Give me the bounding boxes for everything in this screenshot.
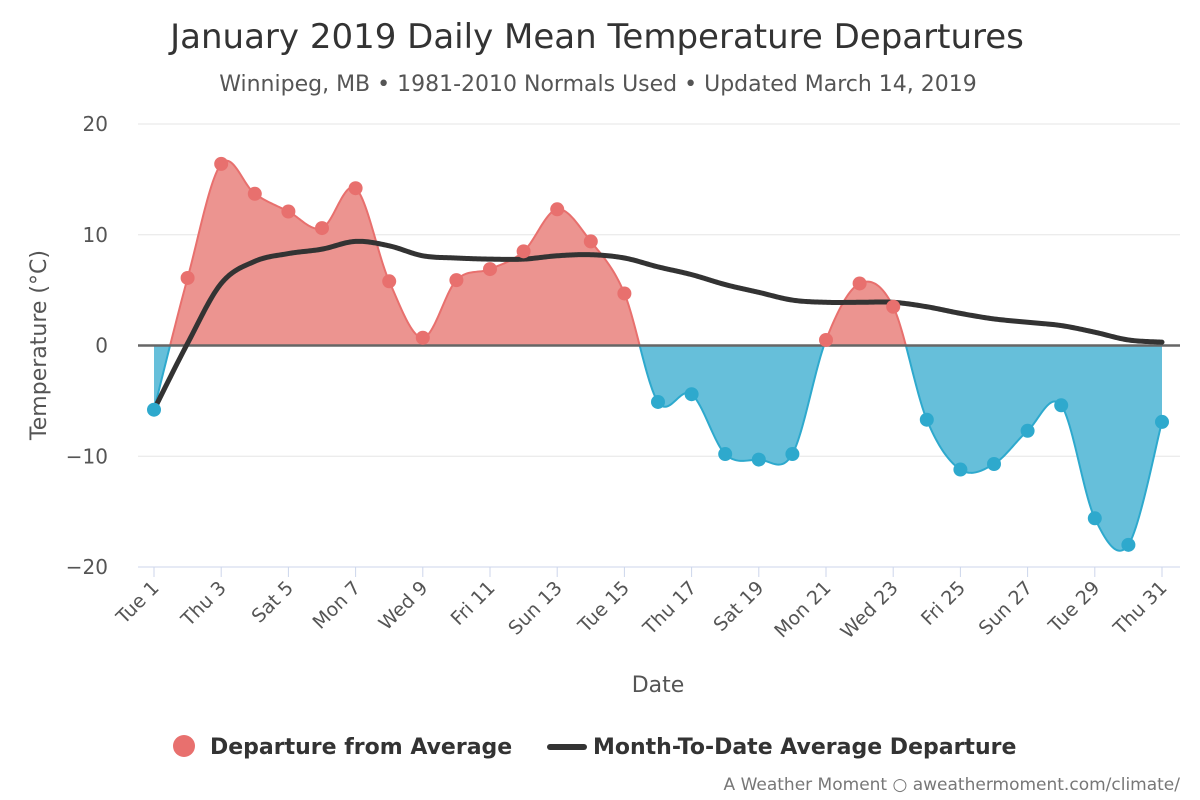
departure-point[interactable] [819, 332, 833, 347]
y-tick-label: 20 [83, 112, 108, 136]
departure-point[interactable] [953, 462, 968, 477]
departure-point[interactable] [516, 244, 531, 259]
y-tick-label: −20 [66, 555, 108, 579]
departure-area-positive [154, 160, 1162, 346]
x-tick-label: Thu 17 [638, 577, 701, 640]
legend-mtd-label: Month-To-Date Average Departure [593, 735, 1016, 760]
departure-point[interactable] [583, 234, 598, 249]
x-tick-label: Mon 7 [308, 577, 365, 634]
x-tick-label: Mon 21 [770, 577, 835, 642]
departure-point[interactable] [919, 412, 934, 427]
x-tick-label: Wed 9 [375, 577, 433, 635]
departure-point[interactable] [684, 387, 699, 402]
x-tick-label: Tue 29 [1044, 577, 1105, 638]
x-axis: Tue 1 Thu 3 Sat 5 Mon 7 Wed 9 Fri 11 Sun 13 Tue… [111, 566, 1180, 643]
departure-point[interactable] [751, 452, 766, 467]
departure-point[interactable] [852, 276, 867, 291]
departure-point[interactable] [315, 221, 329, 236]
x-tick-label: Sun 13 [504, 577, 566, 639]
departure-point[interactable] [1087, 511, 1102, 526]
departure-point[interactable] [147, 402, 161, 417]
departure-point[interactable] [180, 270, 195, 285]
legend-item-departure[interactable]: Departure from Average [173, 735, 512, 760]
x-tick-label: Wed 23 [837, 577, 903, 643]
legend-item-mtd-average[interactable]: Month-To-Date Average Departure [547, 735, 1016, 760]
departure-point[interactable] [483, 262, 497, 277]
x-tick-label: Thu 3 [176, 577, 230, 631]
departure-point[interactable] [550, 202, 565, 217]
departure-point[interactable] [785, 447, 800, 462]
departure-point[interactable] [247, 186, 262, 201]
mtd-average-path [151, 238, 1165, 413]
departure-point[interactable] [617, 286, 632, 301]
departure-point[interactable] [348, 181, 363, 196]
x-tick-label: Sun 27 [975, 577, 1037, 639]
y-tick-label: 0 [95, 334, 108, 358]
x-tick-label: Fri 25 [917, 577, 970, 630]
chart-subtitle: Winnipeg, MB • 1981-2010 Normals Used • … [219, 72, 977, 97]
y-axis-title: Temperature (°C) [27, 250, 52, 441]
departure-point[interactable] [1121, 537, 1136, 552]
departure-point[interactable] [1054, 398, 1069, 413]
credits-link[interactable]: A Weather Moment ○ aweathermoment.com/cl… [724, 775, 1181, 795]
departure-point[interactable] [987, 457, 1001, 472]
departure-point[interactable] [281, 204, 296, 219]
x-tick-label: Sat 19 [709, 577, 768, 636]
x-tick-label: Tue 15 [573, 577, 634, 638]
departure-point[interactable] [214, 156, 229, 171]
x-tick-label: Fri 11 [447, 577, 500, 630]
departure-point[interactable] [651, 394, 665, 409]
departure-point[interactable] [382, 274, 397, 289]
legend[interactable]: Departure from Average Month-To-Date Ave… [173, 735, 1016, 760]
y-tick-label: 10 [83, 223, 108, 247]
departure-point[interactable] [1155, 414, 1169, 429]
x-axis-title: Date [632, 673, 685, 698]
x-tick-label: Sat 5 [248, 577, 298, 627]
y-tick-label: −10 [66, 444, 108, 468]
y-axis: 20 10 0 −10 −20 [66, 112, 108, 579]
departure-area [153, 159, 1163, 552]
legend-departure-swatch [173, 735, 195, 757]
mtd-average-line [151, 238, 1165, 413]
departure-point[interactable] [718, 447, 733, 462]
x-tick-label: Thu 31 [1109, 577, 1172, 640]
departure-point[interactable] [1020, 423, 1035, 438]
chart-title: January 2019 Daily Mean Temperature Depa… [168, 17, 1024, 57]
departure-point[interactable] [449, 273, 464, 288]
departure-area-negative [154, 345, 1162, 551]
departure-point[interactable] [415, 330, 430, 345]
departure-point[interactable] [886, 299, 901, 314]
departure-points [147, 156, 1169, 552]
legend-departure-label: Departure from Average [210, 735, 512, 760]
x-tick-label: Tue 1 [111, 577, 163, 629]
